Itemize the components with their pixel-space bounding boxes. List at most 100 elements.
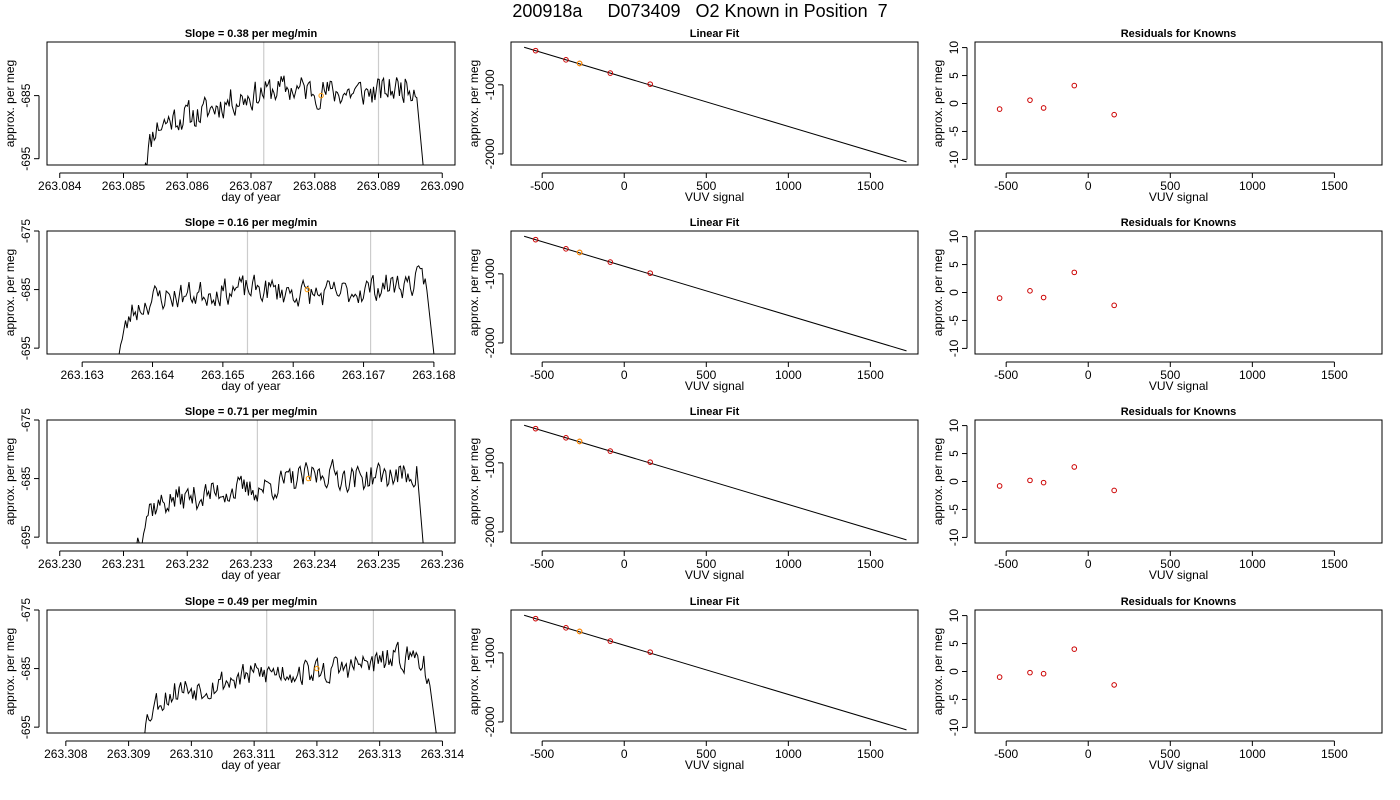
y-tick-label: 10 bbox=[947, 230, 961, 244]
x-tick-label: 0 bbox=[621, 747, 628, 761]
x-tick-label: 1500 bbox=[1321, 179, 1348, 193]
y-tick-label: -10 bbox=[947, 150, 961, 168]
x-tick-label: 263.235 bbox=[357, 557, 401, 571]
x-tick-label: 263.088 bbox=[293, 179, 337, 193]
plot-frame bbox=[974, 419, 1383, 544]
known-point bbox=[1111, 302, 1117, 309]
x-tick-label: -500 bbox=[530, 557, 554, 571]
y-tick-label: 5 bbox=[947, 261, 961, 268]
x-tick-label: 1500 bbox=[857, 747, 884, 761]
x-tick-label: 263.166 bbox=[272, 368, 316, 382]
plot-title: Residuals for Knowns bbox=[1121, 596, 1237, 608]
residuals-panel: Residuals for Knowns -500 0 500 1000 1500 VUV … bbox=[931, 406, 1383, 582]
x-tick-label: 500 bbox=[696, 557, 716, 571]
y-tick-label: -685 bbox=[19, 83, 33, 107]
y-axis-label: approx. per meg bbox=[467, 438, 481, 525]
known-point bbox=[1040, 670, 1047, 677]
x-tick-label: 263.167 bbox=[342, 368, 386, 382]
plot-title: Linear Fit bbox=[690, 406, 740, 418]
x-axis: 263.308 263.309 263.310 263.311 263.312 263.3… bbox=[44, 740, 464, 761]
known-point bbox=[647, 81, 653, 87]
known-point bbox=[563, 57, 569, 63]
x-axis-label: day of year bbox=[221, 190, 280, 204]
fit-line bbox=[523, 46, 907, 163]
known-point bbox=[532, 425, 539, 432]
x-tick-label: 263.168 bbox=[412, 368, 456, 382]
x-tick-label: 263.310 bbox=[170, 747, 214, 761]
y-axis-label: approx. per meg bbox=[467, 628, 481, 715]
known-point bbox=[607, 448, 614, 454]
x-tick-label: 1500 bbox=[1321, 747, 1348, 761]
x-tick-label: 1500 bbox=[857, 179, 884, 193]
x-tick-label: 500 bbox=[1160, 179, 1180, 193]
residuals-panel: Residuals for Knowns -500 0 500 1000 1500 VUV … bbox=[931, 28, 1383, 204]
highlight-point bbox=[305, 475, 312, 482]
y-tick-label: -10 bbox=[947, 718, 961, 736]
linear-fit-panel: Linear Fit -500 0 500 1000 1500 VUV signal -100… bbox=[467, 217, 919, 393]
plot-title: Residuals for Knowns bbox=[1121, 217, 1237, 229]
y-tick-label: 5 bbox=[947, 640, 961, 647]
x-axis: -500 0 500 1000 1500 bbox=[994, 172, 1348, 193]
x-axis-label: VUV signal bbox=[685, 758, 744, 772]
known-point bbox=[1111, 111, 1117, 118]
x-tick-label: 1000 bbox=[1239, 368, 1266, 382]
plot-title: Residuals for Knowns bbox=[1121, 406, 1237, 418]
y-axis: -1000 -2000 bbox=[483, 637, 504, 737]
known-point bbox=[607, 638, 614, 644]
y-tick-label: -675 bbox=[19, 408, 33, 432]
y-tick-label: 0 bbox=[947, 668, 961, 675]
known-point bbox=[1111, 487, 1117, 494]
y-tick-label: -675 bbox=[19, 598, 33, 622]
y-axis-label: approx. per meg bbox=[931, 249, 945, 336]
known-point bbox=[532, 47, 539, 54]
y-tick-label: -695 bbox=[19, 146, 33, 170]
x-tick-label: 263.311 bbox=[233, 747, 276, 761]
figure-title: 200918a D073409 O2 Known in Position 7 bbox=[512, 1, 888, 21]
x-tick-label: -500 bbox=[994, 557, 1018, 571]
x-tick-label: -500 bbox=[994, 747, 1018, 761]
x-axis: -500 0 500 1000 1500 bbox=[994, 361, 1348, 382]
x-tick-label: 500 bbox=[696, 368, 716, 382]
known-point bbox=[1027, 669, 1033, 676]
residuals-panel: Residuals for Knowns -500 0 500 1000 1500 VUV … bbox=[931, 217, 1383, 393]
x-tick-label: 1000 bbox=[775, 179, 802, 193]
y-axis-label: approx. per meg bbox=[467, 249, 481, 336]
plot-frame bbox=[510, 230, 919, 355]
x-tick-label: -500 bbox=[530, 368, 554, 382]
x-tick-label: 263.163 bbox=[60, 368, 104, 382]
x-tick-label: 1000 bbox=[1239, 747, 1266, 761]
y-tick-label: 10 bbox=[947, 609, 961, 623]
known-point bbox=[647, 459, 653, 465]
x-tick-label: 0 bbox=[621, 557, 628, 571]
known-point bbox=[532, 236, 539, 243]
known-point bbox=[607, 70, 614, 76]
x-tick-label: 263.236 bbox=[421, 557, 465, 571]
known-point bbox=[1071, 464, 1078, 470]
plot-title: Slope = 0.49 per meg/min bbox=[185, 596, 318, 608]
known-point bbox=[1040, 294, 1047, 301]
y-axis: -685 -695 bbox=[19, 83, 40, 171]
y-tick-label: -1000 bbox=[483, 637, 497, 668]
y-tick-label: -10 bbox=[947, 339, 961, 357]
x-axis-label: VUV signal bbox=[1149, 190, 1208, 204]
y-axis: -675 -685 -695 bbox=[19, 598, 40, 739]
y-tick-label: 0 bbox=[947, 289, 961, 296]
x-tick-label: 263.312 bbox=[295, 747, 339, 761]
x-axis: -500 0 500 1000 1500 bbox=[530, 740, 884, 761]
plot-frame bbox=[46, 609, 456, 734]
x-tick-label: 263.234 bbox=[293, 557, 337, 571]
linear-fit-panel: Linear Fit -500 0 500 1000 1500 VUV signal -100… bbox=[467, 596, 919, 772]
known-point bbox=[1111, 682, 1117, 688]
x-tick-label: 1500 bbox=[1321, 557, 1348, 571]
data-trace-line bbox=[144, 641, 437, 733]
y-tick-label: -5 bbox=[947, 504, 961, 515]
x-tick-label: 0 bbox=[1085, 368, 1092, 382]
known-point bbox=[996, 674, 1003, 680]
plot-frame bbox=[46, 41, 456, 166]
x-tick-label: 263.309 bbox=[107, 747, 151, 761]
y-tick-label: 5 bbox=[947, 72, 961, 79]
y-tick-label: 0 bbox=[947, 100, 961, 107]
y-tick-label: -2000 bbox=[483, 706, 497, 737]
known-point bbox=[647, 270, 653, 276]
